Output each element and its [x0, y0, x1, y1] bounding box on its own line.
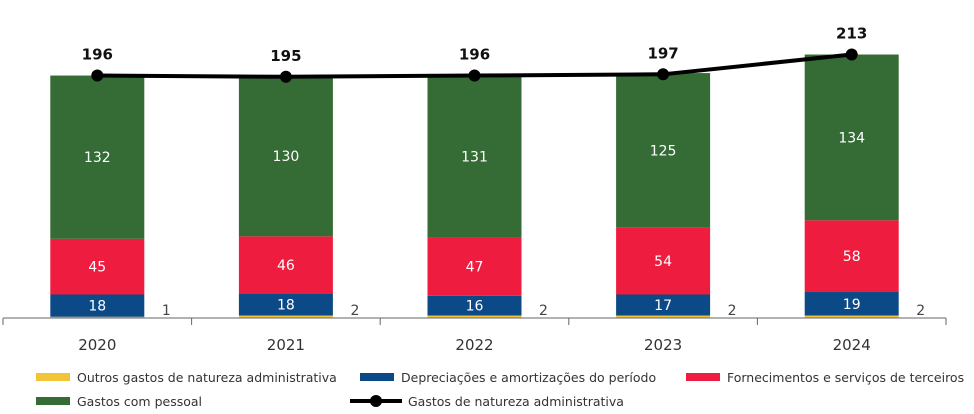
label-fornecimentos-2024: 58	[843, 249, 861, 265]
label-depreciacoes-2023: 17	[654, 298, 672, 314]
bar-outros-2024	[804, 315, 899, 318]
total-label-2021: 195	[270, 47, 301, 65]
legend-swatch-depreciacoes	[360, 373, 394, 381]
bar-outros-2020	[50, 316, 145, 318]
x-tick-label-2023: 2023	[644, 336, 682, 354]
label-fornecimentos-2023: 54	[654, 254, 672, 270]
total-point-2022	[468, 69, 481, 82]
label-depreciacoes-2020: 18	[88, 299, 106, 315]
total-label-2022: 196	[459, 46, 490, 64]
total-line-layer	[91, 48, 858, 83]
bars-layer	[50, 54, 899, 318]
x-axis: 2020 2021 2022 2023 2024	[2, 317, 947, 354]
label-pessoal-2020: 132	[84, 150, 111, 166]
bar-pessoal-2023	[616, 73, 711, 228]
bar-pessoal-2022	[427, 75, 522, 238]
label-fornecimentos-2020: 45	[88, 260, 106, 276]
label-outros-2023: 2	[728, 303, 737, 319]
legend-line-swatch	[350, 395, 402, 407]
legend-item-fornecimentos: Fornecimentos e serviços de terceiros	[686, 368, 964, 386]
bar-depreciacoes-2020	[50, 294, 145, 317]
bar-depreciacoes-2022	[427, 295, 522, 316]
label-outros-2022: 2	[539, 303, 548, 319]
legend: Outros gastos de natureza administrativa…	[0, 364, 974, 414]
x-tick-label-2021: 2021	[267, 336, 305, 354]
x-tick-label-2024: 2024	[833, 336, 871, 354]
legend-label-depreciacoes: Depreciações e amortizações do período	[401, 369, 657, 385]
bar-depreciacoes-2021	[238, 293, 333, 316]
total-label-2024: 213	[836, 25, 867, 43]
bar-fornecimentos-2023	[616, 227, 711, 295]
label-pessoal-2023: 125	[650, 143, 677, 159]
total-label-2020: 196	[82, 46, 113, 64]
bar-pessoal-2021	[238, 75, 333, 237]
x-tick-label-2020: 2020	[78, 336, 116, 354]
legend-swatch-pessoal	[36, 397, 70, 405]
legend-item-pessoal: Gastos com pessoal	[36, 392, 202, 410]
total-point-2023	[657, 68, 670, 81]
label-outros-2024: 2	[916, 303, 925, 319]
bar-depreciacoes-2023	[616, 294, 711, 316]
bar-outros-2023	[616, 315, 711, 318]
legend-label-outros: Outros gastos de natureza administrativa	[77, 369, 337, 385]
legend-label-fornecimentos: Fornecimentos e serviços de terceiros	[727, 369, 965, 385]
total-label-2023: 197	[647, 44, 678, 62]
bar-fornecimentos-2021	[238, 236, 333, 294]
legend-item-total: Gastos de natureza administrativa	[350, 392, 624, 410]
legend-swatch-outros	[36, 373, 70, 381]
bar-fornecimentos-2022	[427, 237, 522, 296]
labels-layer: 1 18 45 132 2 18 46 130 2 16 47 131 2 17 54 125 2 19 58 134…	[82, 25, 926, 319]
legend-label-total: Gastos de natureza administrativa	[408, 393, 624, 409]
label-outros-2020: 1	[162, 303, 171, 319]
label-depreciacoes-2021: 18	[277, 297, 295, 313]
label-pessoal-2021: 130	[273, 149, 300, 165]
total-point-2024	[845, 48, 858, 61]
total-point-2020	[91, 69, 104, 82]
bar-depreciacoes-2024	[804, 292, 899, 316]
bar-pessoal-2024	[804, 54, 899, 221]
label-depreciacoes-2024: 19	[843, 297, 861, 313]
label-fornecimentos-2021: 46	[277, 258, 295, 274]
x-tick-label-2022: 2022	[455, 336, 493, 354]
total-point-2021	[279, 70, 292, 83]
bar-fornecimentos-2020	[50, 238, 145, 295]
label-outros-2021: 2	[350, 303, 359, 319]
bar-outros-2021	[238, 315, 333, 318]
chart-canvas: 2020 2021 2022 2023 2024 1 18 45 132 2 18 46 130 2 16…	[2, 25, 947, 354]
legend-label-pessoal: Gastos com pessoal	[77, 393, 202, 409]
bar-pessoal-2020	[50, 75, 145, 239]
legend-item-depreciacoes: Depreciações e amortizações do período	[360, 368, 656, 386]
label-depreciacoes-2022: 16	[466, 299, 484, 315]
bar-fornecimentos-2024	[804, 220, 899, 293]
bar-outros-2022	[427, 315, 522, 318]
label-pessoal-2024: 134	[838, 130, 865, 146]
legend-swatch-fornecimentos	[686, 373, 720, 381]
label-fornecimentos-2022: 47	[466, 260, 484, 276]
legend-item-outros: Outros gastos de natureza administrativa	[36, 368, 337, 386]
label-pessoal-2022: 131	[461, 150, 488, 166]
